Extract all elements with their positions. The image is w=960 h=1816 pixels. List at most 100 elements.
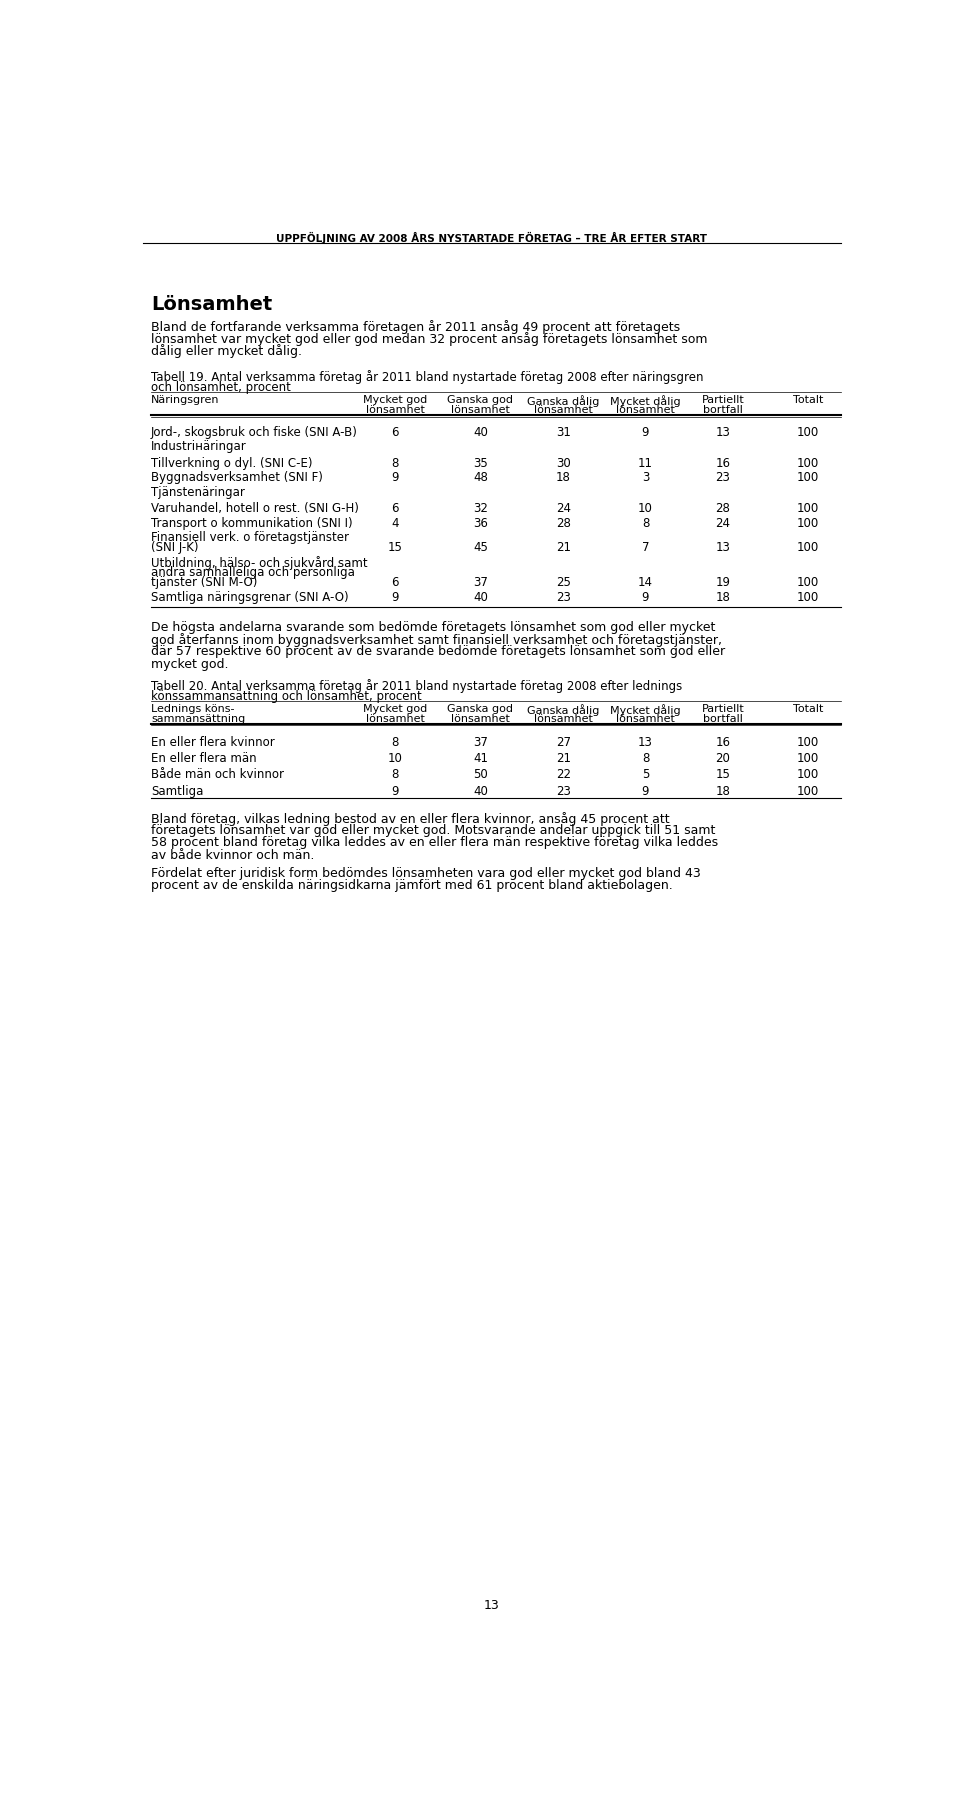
Text: Näringsgren: Näringsgren (151, 396, 220, 405)
Text: 100: 100 (797, 768, 819, 781)
Text: 23: 23 (715, 470, 731, 485)
Text: lönsamhet: lönsamhet (366, 714, 424, 725)
Text: 23: 23 (556, 785, 571, 797)
Text: 36: 36 (473, 518, 488, 530)
Text: Ganska dålig: Ganska dålig (527, 705, 599, 716)
Text: lönsamhet: lönsamhet (534, 405, 592, 416)
Text: En eller flera män: En eller flera män (151, 752, 256, 765)
Text: Partiellt: Partiellt (702, 705, 744, 714)
Text: Tabell 20. Antal verksamma företag år 2011 bland nystartade företag 2008 efter l: Tabell 20. Antal verksamma företag år 20… (151, 679, 683, 694)
Text: 23: 23 (556, 590, 571, 603)
Text: 7: 7 (641, 541, 649, 554)
Text: Bland de fortfarande verksamma företagen år 2011 ansåg 49 procent att företagets: Bland de fortfarande verksamma företagen… (151, 320, 680, 334)
Text: och lönsamhet, procent: och lönsamhet, procent (151, 381, 291, 394)
Text: 50: 50 (473, 768, 488, 781)
Text: Byggnadsverksamhet (SNI F): Byggnadsverksamhet (SNI F) (151, 470, 323, 485)
Text: 10: 10 (388, 752, 402, 765)
Text: 40: 40 (473, 785, 488, 797)
Text: Transport o kommunikation (SNI I): Transport o kommunikation (SNI I) (151, 518, 352, 530)
Text: mycket god.: mycket god. (151, 657, 228, 670)
Text: 22: 22 (556, 768, 571, 781)
Text: 41: 41 (473, 752, 488, 765)
Text: 35: 35 (473, 456, 488, 470)
Text: god återfanns inom byggnadsverksamhet samt finansiell verksamhet och företagstjä: god återfanns inom byggnadsverksamhet sa… (151, 634, 722, 646)
Text: Totalt: Totalt (793, 396, 824, 405)
Text: Varuhandel, hotell o rest. (SNI G-H): Varuhandel, hotell o rest. (SNI G-H) (151, 501, 359, 516)
Text: sammansättning: sammansättning (151, 714, 245, 725)
Text: bortfall: bortfall (703, 405, 743, 416)
Text: 4: 4 (392, 518, 398, 530)
Text: 18: 18 (715, 785, 731, 797)
Text: 45: 45 (473, 541, 488, 554)
Text: lönsamhet: lönsamhet (451, 405, 510, 416)
Text: 9: 9 (641, 590, 649, 603)
Text: bortfall: bortfall (703, 714, 743, 725)
Text: 100: 100 (797, 501, 819, 516)
Text: Partiellt: Partiellt (702, 396, 744, 405)
Text: 18: 18 (556, 470, 571, 485)
Text: 9: 9 (641, 425, 649, 439)
Text: Ganska god: Ganska god (447, 396, 514, 405)
Text: 28: 28 (556, 518, 571, 530)
Text: Mycket dålig: Mycket dålig (611, 396, 681, 407)
Text: 3: 3 (642, 470, 649, 485)
Text: 9: 9 (392, 590, 398, 603)
Text: 13: 13 (715, 541, 731, 554)
Text: företagets lönsamhet var god eller mycket god. Motsvarande andelar uppgick till : företagets lönsamhet var god eller mycke… (151, 824, 715, 837)
Text: Bland företag, vilkas ledning bestod av en eller flera kvinnor, ansåg 45 procent: Bland företag, vilkas ledning bestod av … (151, 812, 670, 826)
Text: 100: 100 (797, 456, 819, 470)
Text: tjänster (SNI M-O): tjänster (SNI M-O) (151, 576, 257, 588)
Text: 31: 31 (556, 425, 571, 439)
Text: lönsamhet: lönsamhet (366, 405, 424, 416)
Text: av både kvinnor och män.: av både kvinnor och män. (151, 848, 314, 861)
Text: lönsamhet var mycket god eller god medan 32 procent ansåg företagets lönsamhet s: lönsamhet var mycket god eller god medan… (151, 332, 708, 345)
Text: 8: 8 (642, 752, 649, 765)
Text: 9: 9 (392, 785, 398, 797)
Text: Ganska god: Ganska god (447, 705, 514, 714)
Text: Industriнäringar: Industriнäringar (151, 441, 247, 454)
Text: 5: 5 (642, 768, 649, 781)
Text: Mycket god: Mycket god (363, 705, 427, 714)
Text: 28: 28 (715, 501, 731, 516)
Text: 13: 13 (484, 1598, 500, 1611)
Text: 6: 6 (392, 576, 398, 588)
Text: 19: 19 (715, 576, 731, 588)
Text: 10: 10 (638, 501, 653, 516)
Text: UPPFÖLJNING AV 2008 ÅRS NYSTARTADE FÖRETAG – TRE ÅR EFTER START: UPPFÖLJNING AV 2008 ÅRS NYSTARTADE FÖRET… (276, 232, 708, 243)
Text: 100: 100 (797, 785, 819, 797)
Text: 100: 100 (797, 470, 819, 485)
Text: 100: 100 (797, 541, 819, 554)
Text: 100: 100 (797, 752, 819, 765)
Text: 8: 8 (392, 456, 398, 470)
Text: 8: 8 (392, 768, 398, 781)
Text: 37: 37 (473, 735, 488, 750)
Text: 58 procent bland företag vilka leddes av en eller flera män respektive företag v: 58 procent bland företag vilka leddes av… (151, 835, 718, 850)
Text: Utbildning, hälso- och sjukvård samt: Utbildning, hälso- och sjukvård samt (151, 556, 368, 570)
Text: Samtliga näringsgrenar (SNI A-O): Samtliga näringsgrenar (SNI A-O) (151, 590, 348, 603)
Text: 9: 9 (641, 785, 649, 797)
Text: Fördelat efter juridisk form bedömdes lönsamheten vara god eller mycket god blan: Fördelat efter juridisk form bedömdes lö… (151, 866, 701, 881)
Text: 25: 25 (556, 576, 571, 588)
Text: 40: 40 (473, 425, 488, 439)
Text: 24: 24 (556, 501, 571, 516)
Text: 100: 100 (797, 518, 819, 530)
Text: lönsamhet: lönsamhet (451, 714, 510, 725)
Text: andra samhälleliga och personliga: andra samhälleliga och personliga (151, 567, 355, 579)
Text: 100: 100 (797, 425, 819, 439)
Text: 14: 14 (638, 576, 653, 588)
Text: De högsta andelarna svarande som bedömde företagets lönsamhet som god eller myck: De högsta andelarna svarande som bedömde… (151, 621, 715, 634)
Text: 18: 18 (715, 590, 731, 603)
Text: lönsamhet: lönsamhet (616, 714, 675, 725)
Text: Lednings köns-: Lednings köns- (151, 705, 234, 714)
Text: 6: 6 (392, 425, 398, 439)
Text: Både män och kvinnor: Både män och kvinnor (151, 768, 284, 781)
Text: 30: 30 (556, 456, 570, 470)
Text: 100: 100 (797, 735, 819, 750)
Text: 100: 100 (797, 576, 819, 588)
Text: Mycket dålig: Mycket dålig (611, 705, 681, 716)
Text: Totalt: Totalt (793, 705, 824, 714)
Text: 21: 21 (556, 752, 571, 765)
Text: 15: 15 (715, 768, 731, 781)
Text: Lönsamhet: Lönsamhet (151, 294, 273, 314)
Text: Tjänstenäringar: Tjänstenäringar (151, 487, 245, 499)
